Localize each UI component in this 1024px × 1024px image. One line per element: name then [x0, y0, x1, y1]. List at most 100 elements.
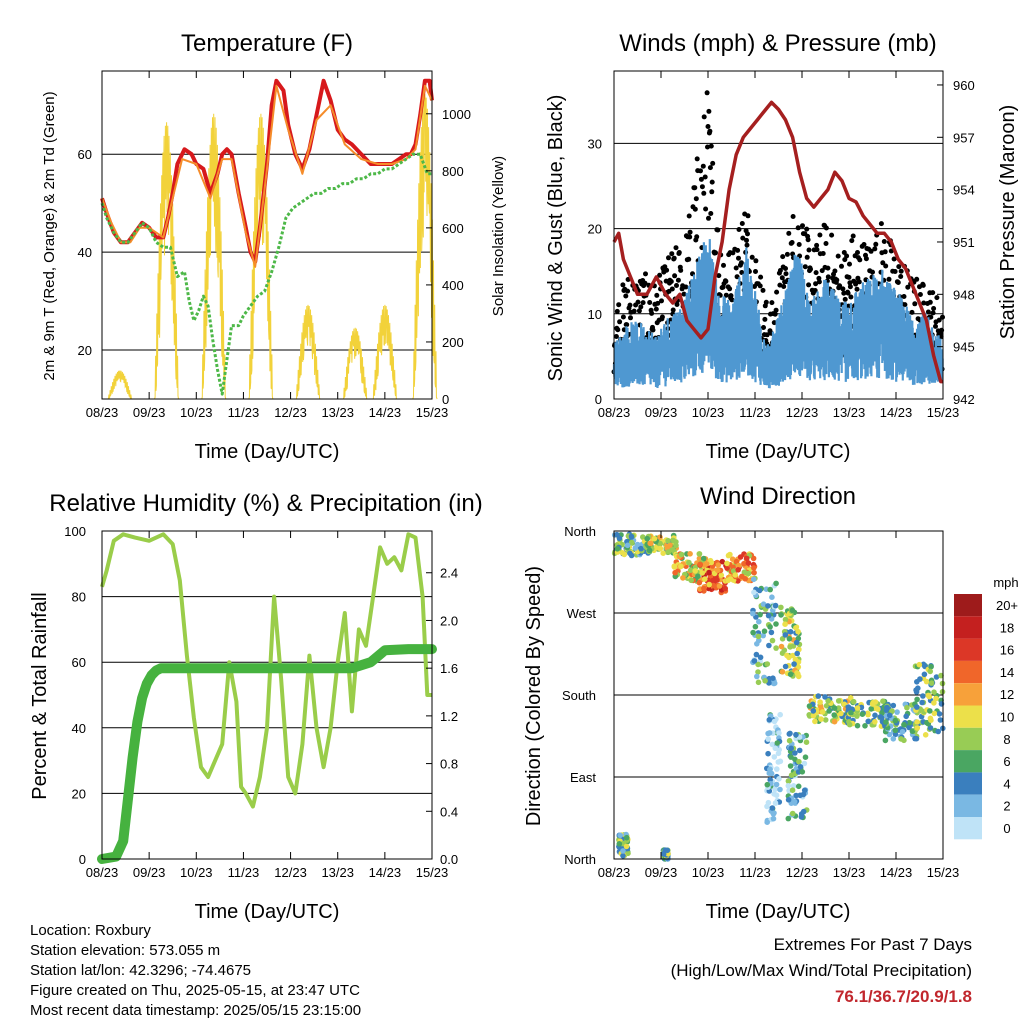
- temperature-xlabel: Time (Day/UTC): [195, 441, 340, 463]
- direction-point: [687, 551, 693, 557]
- direction-point: [802, 754, 809, 760]
- extremes-values: 76.1/36.7/20.9/1.8: [834, 987, 972, 1006]
- direction-point: [696, 551, 703, 557]
- direction-point: [769, 741, 776, 748]
- gust-point: [806, 282, 812, 288]
- dir-ytick-label: West: [567, 606, 597, 621]
- gust-point: [675, 277, 681, 283]
- gust-point: [736, 255, 741, 261]
- temp-ytick-label: 60: [78, 147, 92, 162]
- wind-y2tick-label: 948: [953, 287, 975, 302]
- legend-swatch: [954, 660, 982, 684]
- gust-point: [708, 143, 714, 149]
- dir-ytick-label: East: [570, 770, 596, 785]
- direction-point: [756, 618, 762, 625]
- extremes-box: Extremes For Past 7 Days (High/Low/Max W…: [671, 932, 972, 1010]
- gust-point: [773, 307, 779, 313]
- legend-label: 20+: [996, 598, 1018, 613]
- temp-xtick-label: 10/23: [180, 405, 213, 420]
- direction-point: [909, 728, 916, 734]
- dir-xtick-label: 11/23: [739, 865, 771, 880]
- direction-point: [823, 703, 830, 709]
- gust-point: [669, 251, 675, 257]
- direction-point: [765, 750, 771, 757]
- direction-point: [773, 645, 779, 651]
- gust-point: [620, 282, 626, 288]
- direction-point: [751, 589, 757, 596]
- direction-point: [755, 661, 761, 668]
- gust-point: [707, 128, 713, 134]
- dir-ytick-label: North: [564, 852, 596, 867]
- direction-point: [620, 848, 626, 854]
- direction-point: [757, 654, 764, 661]
- gust-point: [744, 242, 750, 248]
- direction-point: [745, 570, 752, 577]
- direction-point: [890, 702, 897, 709]
- direction-point: [785, 783, 792, 789]
- rh-ytick-label: 100: [64, 524, 86, 539]
- gust-point: [795, 225, 801, 231]
- gust-point: [841, 290, 847, 296]
- direction-point: [787, 629, 794, 635]
- gust-point: [628, 315, 633, 321]
- direction-point: [818, 716, 824, 722]
- gust-point: [783, 266, 788, 271]
- gust-point: [674, 302, 680, 307]
- gust-point: [676, 250, 682, 255]
- gust-point: [892, 269, 898, 274]
- direction-point: [736, 562, 742, 569]
- rh-ytick-label: 80: [72, 590, 86, 605]
- rh-y2tick-label: 0.8: [440, 757, 458, 772]
- direction-point: [769, 805, 776, 811]
- gust-point: [777, 268, 783, 273]
- direction-point: [764, 819, 770, 825]
- direction-point: [914, 725, 921, 731]
- gust-point: [692, 206, 698, 212]
- direction-point: [795, 783, 802, 790]
- gust-point: [925, 309, 931, 315]
- direction-point: [715, 562, 722, 568]
- gust-point: [699, 184, 705, 190]
- dewpoint-line: [100, 152, 432, 396]
- direction-point: [877, 714, 884, 720]
- direction-point: [760, 632, 766, 639]
- gust-point: [740, 235, 746, 241]
- direction-point: [782, 663, 789, 670]
- gust-point: [854, 286, 860, 292]
- timestamp-text: Most recent data timestamp: 2025/05/15 2…: [30, 1002, 362, 1019]
- gust-point: [927, 299, 933, 305]
- gust-point: [902, 302, 908, 308]
- wind-y2tick-label: 957: [953, 130, 975, 145]
- direction-point: [673, 539, 679, 545]
- rh-y2tick-label: 0.0: [440, 852, 458, 867]
- direction-point: [760, 601, 767, 607]
- gust-point: [786, 230, 792, 236]
- gust-point: [758, 274, 764, 280]
- direction-point: [640, 534, 646, 540]
- temp-y2tick-label: 200: [442, 335, 464, 350]
- direction-point: [784, 652, 790, 659]
- gust-point: [847, 280, 853, 286]
- gust-point: [783, 271, 789, 277]
- direction-point: [898, 736, 904, 742]
- gust-point: [687, 229, 693, 235]
- location-text: Location: Roxbury: [30, 922, 151, 939]
- direction-point: [928, 717, 934, 723]
- direction-point: [761, 628, 768, 634]
- gust-point: [931, 306, 937, 311]
- winds-ylabel: Sonic Wind & Gust (Blue, Black): [545, 95, 567, 382]
- gust-point: [613, 334, 619, 339]
- direction-point: [778, 604, 784, 611]
- gust-point: [898, 274, 904, 279]
- legend-label: 18: [1000, 620, 1014, 635]
- rh-y2tick-label: 1.6: [440, 661, 458, 676]
- temperature-y2label: Solar Insolation (Yellow): [490, 156, 507, 316]
- temp-ytick-label: 40: [78, 245, 92, 260]
- gust-point: [706, 215, 711, 221]
- gust-point: [846, 274, 852, 280]
- rh-ytick-label: 0: [79, 852, 86, 867]
- legend-label: 0: [1003, 821, 1010, 836]
- direction-point: [838, 710, 844, 717]
- gust-point: [780, 254, 786, 260]
- gust-point: [624, 322, 630, 328]
